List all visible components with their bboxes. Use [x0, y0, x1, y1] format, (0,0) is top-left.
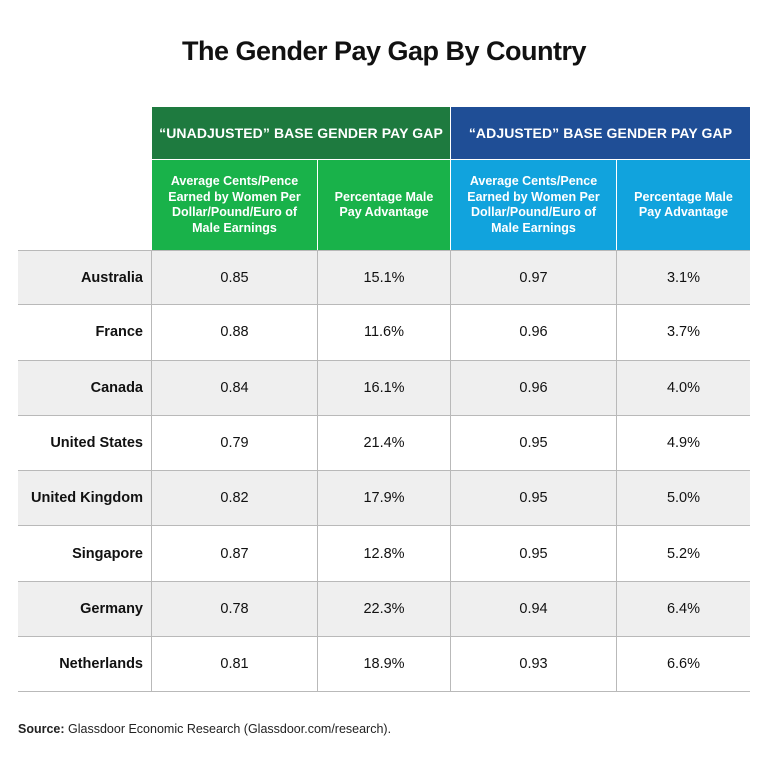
- adjusted-pct-cell: 4.9%: [666, 435, 701, 452]
- adjusted-cents-cell: 0.93: [519, 656, 548, 673]
- page-title: The Gender Pay Gap By Country: [181, 36, 587, 66]
- unadjusted-pct-cell: 15.1%: [363, 269, 405, 286]
- country-label: Germany: [80, 600, 143, 617]
- country-label: Netherlands: [59, 656, 143, 673]
- adjusted-pct-cell: 6.4%: [666, 600, 701, 617]
- country-label: France: [95, 324, 143, 341]
- country-label: United Kingdom: [31, 490, 143, 507]
- unadjusted-pct-cell: 21.4%: [363, 435, 405, 452]
- table-body: Australia 0.85 15.1% 0.97 3.1% France 0.…: [18, 250, 750, 693]
- table-row: France 0.88 11.6% 0.96 3.7%: [18, 305, 750, 361]
- adjusted-cents-cell: 0.95: [519, 545, 548, 562]
- column-divider: [317, 250, 318, 692]
- unadjusted-pct-cell: 16.1%: [363, 379, 405, 396]
- source-note: Source: Glassdoor Economic Research (Gla…: [18, 722, 391, 736]
- adjusted-cents-cell: 0.95: [519, 490, 548, 507]
- country-label: United States: [50, 435, 143, 452]
- unadjusted-cents-cell: 0.78: [220, 600, 249, 617]
- table-row: Germany 0.78 22.3% 0.94 6.4%: [18, 581, 750, 638]
- adjusted-pct-header: Percentage Male Pay Advantage: [617, 160, 750, 250]
- column-divider: [151, 250, 152, 692]
- table-row: Singapore 0.87 12.8% 0.95 5.2%: [18, 526, 750, 582]
- table-row: Australia 0.85 15.1% 0.97 3.1%: [18, 250, 750, 306]
- unadjusted-cents-cell: 0.81: [220, 656, 249, 673]
- adjusted-pct-cell: 6.6%: [666, 656, 701, 673]
- table-row: United Kingdom 0.82 17.9% 0.95 5.0%: [18, 471, 750, 527]
- unadjusted-cents-cell: 0.84: [220, 379, 249, 396]
- adjusted-pct-cell: 3.1%: [666, 269, 701, 286]
- country-label: Australia: [80, 269, 143, 286]
- adjusted-pct-cell: 5.2%: [666, 545, 701, 562]
- adjusted-pct-cell: 5.0%: [666, 490, 701, 507]
- adjusted-cents-cell: 0.96: [519, 324, 548, 341]
- unadjusted-cents-cell: 0.88: [220, 324, 249, 341]
- unadjusted-pct-header: Percentage Male Pay Advantage: [318, 160, 450, 250]
- unadjusted-pct-cell: 22.3%: [363, 600, 405, 617]
- adjusted-pct-cell: 4.0%: [666, 379, 701, 396]
- country-label: Canada: [90, 379, 143, 396]
- unadjusted-pct-cell: 17.9%: [363, 490, 405, 507]
- source-text: Glassdoor Economic Research (Glassdoor.c…: [64, 722, 392, 736]
- table-row: Netherlands 0.81 18.9% 0.93 6.6%: [18, 637, 750, 693]
- unadjusted-pct-cell: 12.8%: [363, 545, 405, 562]
- unadjusted-cents-cell: 0.82: [220, 490, 249, 507]
- country-label: Singapore: [72, 545, 143, 562]
- unadjusted-pct-cell: 11.6%: [363, 324, 405, 341]
- unadjusted-cents-cell: 0.87: [220, 545, 249, 562]
- unadjusted-cents-cell: 0.85: [220, 269, 249, 286]
- adjusted-cents-header: Average Cents/Pence Earned by Women Per …: [451, 160, 616, 250]
- table-row: Canada 0.84 16.1% 0.96 4.0%: [18, 360, 750, 416]
- source-label: Source:: [18, 722, 65, 736]
- adjusted-cents-cell: 0.96: [519, 379, 548, 396]
- unadjusted-group-header: “UNADJUSTED” BASE GENDER PAY GAP: [152, 107, 450, 159]
- column-divider: [450, 250, 451, 692]
- adjusted-cents-cell: 0.97: [519, 269, 548, 286]
- column-divider: [616, 250, 617, 692]
- adjusted-cents-cell: 0.95: [519, 435, 548, 452]
- adjusted-pct-cell: 3.7%: [666, 324, 701, 341]
- unadjusted-cents-header: Average Cents/Pence Earned by Women Per …: [152, 160, 317, 250]
- adjusted-group-header: “ADJUSTED” BASE GENDER PAY GAP: [451, 107, 750, 159]
- unadjusted-pct-cell: 18.9%: [363, 656, 405, 673]
- adjusted-cents-cell: 0.94: [519, 600, 548, 617]
- unadjusted-cents-cell: 0.79: [220, 435, 249, 452]
- table-row: United States 0.79 21.4% 0.95 4.9%: [18, 416, 750, 472]
